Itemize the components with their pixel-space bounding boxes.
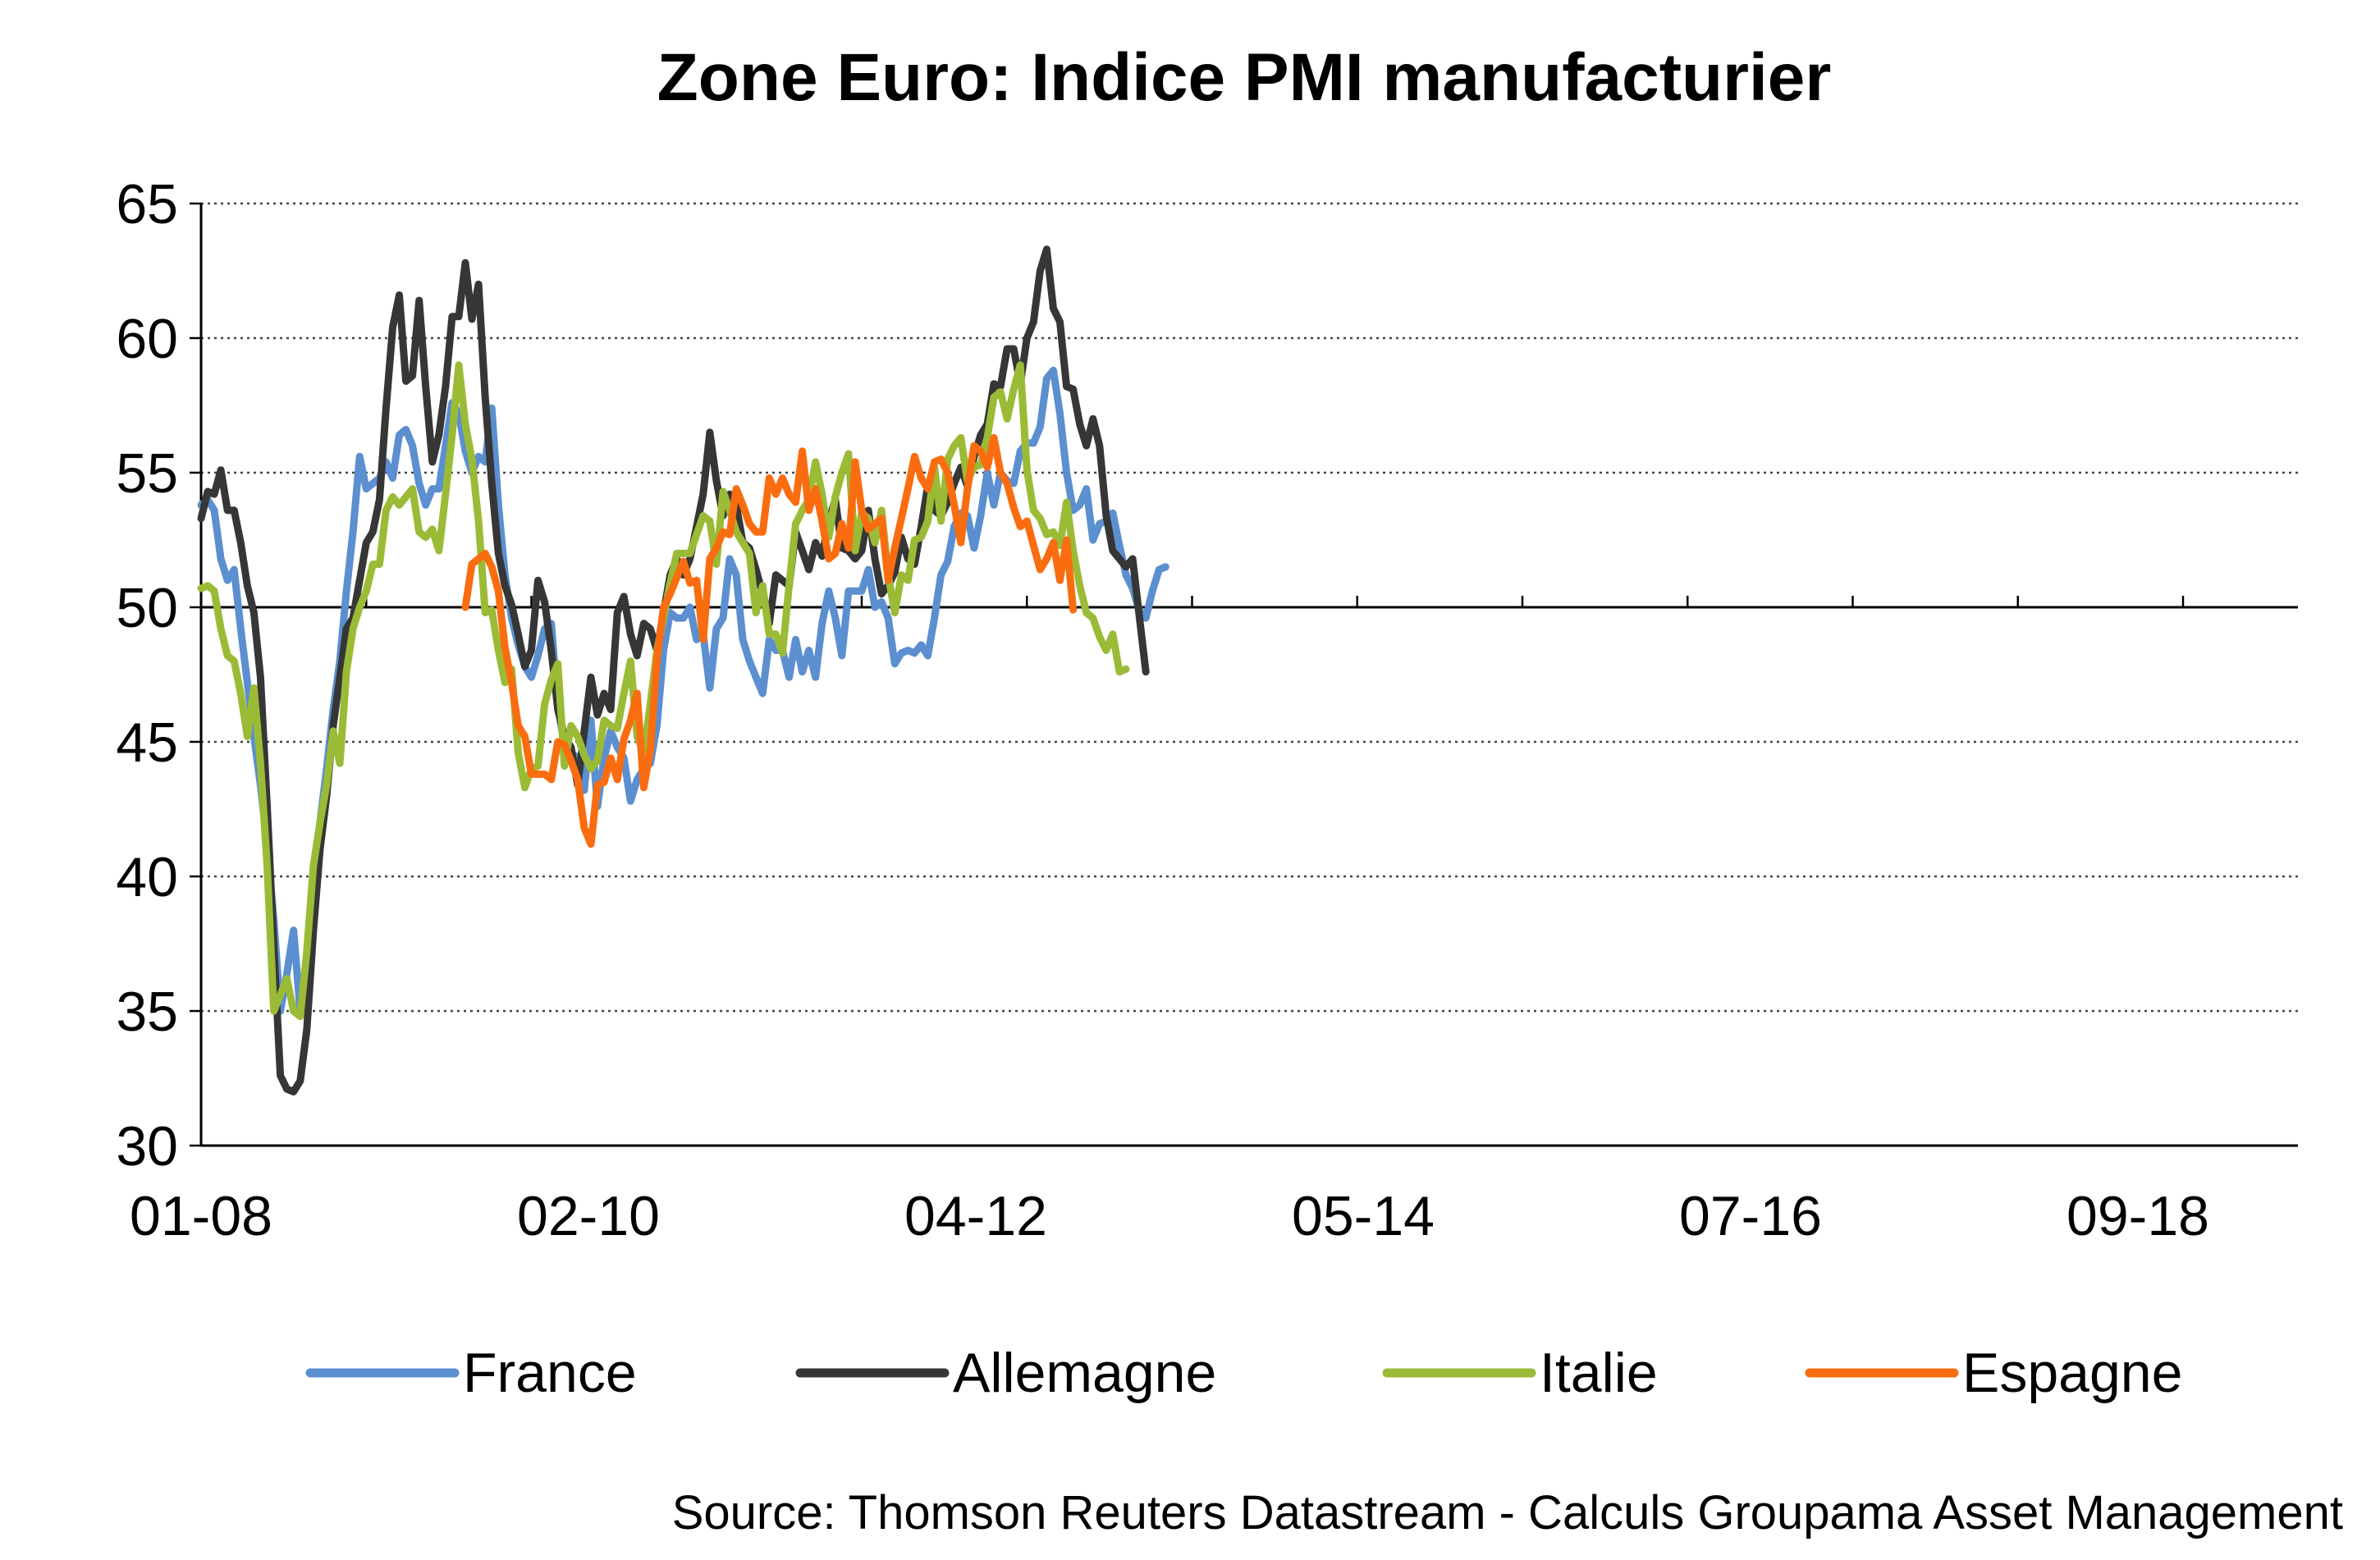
series-line-allemagne xyxy=(197,245,1150,1096)
x-tick-label: 05-14 xyxy=(1292,1185,1435,1247)
legend-label-allemagne: Allemagne xyxy=(953,1342,1216,1404)
legend-label-france: France xyxy=(463,1342,637,1404)
x-tick-label: 04-12 xyxy=(904,1185,1047,1247)
y-tick-label: 40 xyxy=(116,846,178,908)
y-tick-label: 55 xyxy=(116,442,178,505)
gridlines xyxy=(201,202,2298,1013)
legend: France Allemagne Italie Espagne xyxy=(305,1342,2182,1404)
series-lines xyxy=(197,245,1169,1096)
y-axis: 30 35 40 45 50 55 60 65 xyxy=(116,173,2298,1178)
y-tick-label: 30 xyxy=(116,1115,178,1178)
y-tick-label: 45 xyxy=(116,711,178,774)
legend-label-espagne: Espagne xyxy=(1962,1342,2182,1404)
x-axis: 01-08 02-10 04-12 05-14 07-16 09-18 xyxy=(130,596,2298,1247)
chart-title: Zone Euro: Indice PMI manufacturier xyxy=(657,40,1832,115)
x-tick-label: 09-18 xyxy=(2066,1185,2209,1247)
legend-label-italie: Italie xyxy=(1540,1342,1658,1404)
series-line-espagne xyxy=(461,433,1078,849)
source-note: Source: Thomson Reuters Datastream - Cal… xyxy=(672,1486,2343,1539)
y-tick-label: 60 xyxy=(116,308,178,370)
y-tick-label: 50 xyxy=(116,577,178,639)
x-tick-label: 01-08 xyxy=(130,1185,272,1247)
y-tick-label: 65 xyxy=(116,173,178,236)
x-tick-label: 07-16 xyxy=(1679,1185,1822,1247)
y-tick-label: 35 xyxy=(116,981,178,1043)
x-tick-label: 02-10 xyxy=(517,1185,660,1247)
